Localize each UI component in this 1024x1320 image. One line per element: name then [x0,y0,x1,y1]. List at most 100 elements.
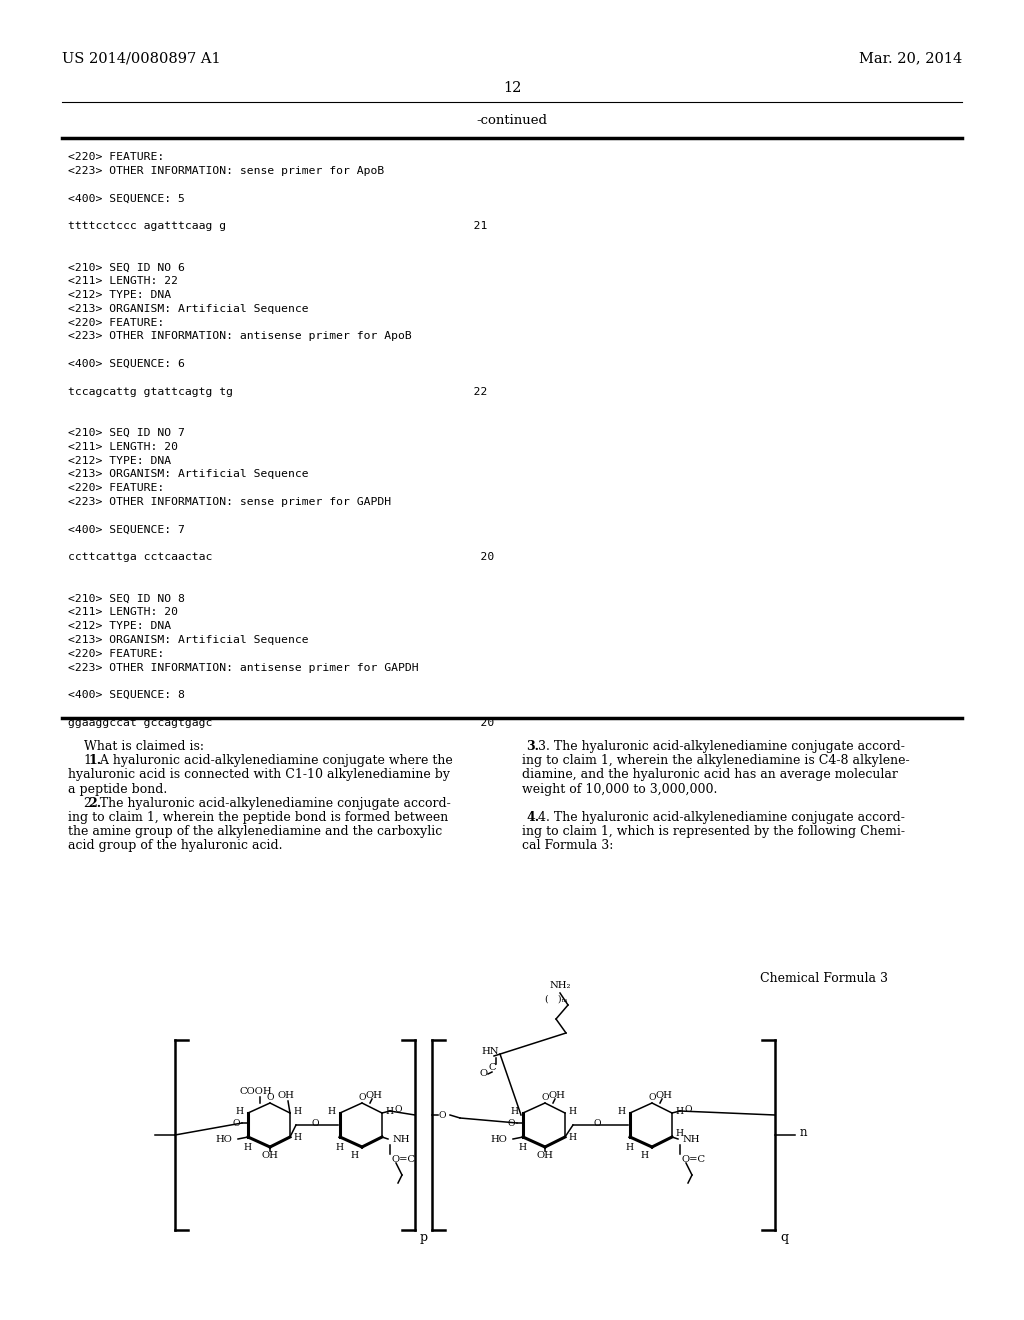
Text: 4.: 4. [526,810,539,824]
Text: H: H [386,1106,394,1115]
Text: O: O [438,1110,445,1119]
Text: NH: NH [682,1134,699,1143]
Text: ttttcctccc agatttcaag g                                    21: ttttcctccc agatttcaag g 21 [68,220,487,231]
Text: <223> OTHER INFORMATION: antisense primer for GAPDH: <223> OTHER INFORMATION: antisense prime… [68,663,419,673]
Text: <211> LENGTH: 22: <211> LENGTH: 22 [68,276,178,286]
Text: O: O [684,1105,692,1114]
Text: H: H [294,1133,302,1142]
Text: H: H [676,1129,684,1138]
Text: OH: OH [261,1151,279,1159]
Text: ( )ₘ: ( )ₘ [545,994,567,1003]
Text: O: O [358,1093,366,1101]
Text: COOH: COOH [240,1086,272,1096]
Text: ing to claim 1, which is represented by the following Chemi-: ing to claim 1, which is represented by … [522,825,905,838]
Text: HN: HN [481,1048,499,1056]
Text: diamine, and the hyaluronic acid has an average molecular: diamine, and the hyaluronic acid has an … [522,768,898,781]
Text: O: O [311,1118,318,1127]
Text: p: p [420,1232,428,1245]
Text: O: O [232,1118,240,1127]
Text: O=C: O=C [392,1155,416,1163]
Text: US 2014/0080897 A1: US 2014/0080897 A1 [62,51,220,65]
Text: H: H [328,1106,336,1115]
Text: <210> SEQ ID NO 6: <210> SEQ ID NO 6 [68,263,185,272]
Text: HO: HO [215,1134,232,1143]
Text: <212> TYPE: DNA: <212> TYPE: DNA [68,622,171,631]
Text: weight of 10,000 to 3,000,000.: weight of 10,000 to 3,000,000. [522,783,718,796]
Text: <223> OTHER INFORMATION: antisense primer for ApoB: <223> OTHER INFORMATION: antisense prime… [68,331,412,342]
Text: the amine group of the alkylenediamine and the carboxylic: the amine group of the alkylenediamine a… [68,825,442,838]
Text: O: O [648,1093,655,1101]
Text: H: H [617,1106,626,1115]
Text: <400> SEQUENCE: 7: <400> SEQUENCE: 7 [68,524,185,535]
Text: 3.: 3. [526,741,539,752]
Text: OH: OH [278,1090,295,1100]
Text: <210> SEQ ID NO 7: <210> SEQ ID NO 7 [68,428,185,438]
Text: OH: OH [537,1151,553,1159]
Text: <400> SEQUENCE: 8: <400> SEQUENCE: 8 [68,690,185,700]
Text: NH: NH [392,1134,410,1143]
Text: ccttcattga cctcaactac                                       20: ccttcattga cctcaactac 20 [68,552,495,562]
Text: <223> OTHER INFORMATION: sense primer for GAPDH: <223> OTHER INFORMATION: sense primer fo… [68,498,391,507]
Text: <212> TYPE: DNA: <212> TYPE: DNA [68,455,171,466]
Text: cal Formula 3:: cal Formula 3: [522,840,613,853]
Text: ing to claim 1, wherein the alkylenediamine is C4-8 alkylene-: ing to claim 1, wherein the alkylenediam… [522,754,909,767]
Text: HO: HO [490,1134,507,1143]
Text: 2.: 2. [88,797,101,809]
Text: H: H [569,1133,578,1142]
Text: O: O [394,1105,401,1114]
Text: Mar. 20, 2014: Mar. 20, 2014 [859,51,962,65]
Text: <210> SEQ ID NO 8: <210> SEQ ID NO 8 [68,594,185,603]
Text: 1.: 1. [88,754,101,767]
Text: <211> LENGTH: 20: <211> LENGTH: 20 [68,442,178,451]
Text: C: C [488,1064,496,1072]
Text: O: O [593,1118,601,1127]
Text: O: O [266,1093,273,1101]
Text: O: O [542,1093,549,1101]
Text: OH: OH [549,1090,565,1100]
Text: <220> FEATURE:: <220> FEATURE: [68,152,164,162]
Text: q: q [780,1232,788,1245]
Text: H: H [244,1143,252,1151]
Text: tccagcattg gtattcagtg tg                                   22: tccagcattg gtattcagtg tg 22 [68,387,487,396]
Text: <220> FEATURE:: <220> FEATURE: [68,649,164,659]
Text: n: n [800,1126,808,1139]
Text: Chemical Formula 3: Chemical Formula 3 [760,972,888,985]
Text: H: H [351,1151,359,1159]
Text: <400> SEQUENCE: 6: <400> SEQUENCE: 6 [68,359,185,370]
Text: acid group of the hyaluronic acid.: acid group of the hyaluronic acid. [68,840,283,853]
Text: ggaaggccat gccagtgagc                                       20: ggaaggccat gccagtgagc 20 [68,718,495,727]
Text: H: H [626,1143,634,1151]
Text: H: H [511,1106,519,1115]
Text: hyaluronic acid is connected with C1-10 alkylenediamine by: hyaluronic acid is connected with C1-10 … [68,768,450,781]
Text: O=C: O=C [682,1155,707,1163]
Text: a peptide bond.: a peptide bond. [68,783,167,796]
Text: H: H [569,1106,578,1115]
Text: H: H [519,1143,527,1151]
Text: H: H [294,1106,302,1115]
Text: 12: 12 [503,81,521,95]
Text: NH₂: NH₂ [549,981,570,990]
Text: 2. The hyaluronic acid-alkylenediamine conjugate accord-: 2. The hyaluronic acid-alkylenediamine c… [68,797,451,809]
Text: 4. The hyaluronic acid-alkylenediamine conjugate accord-: 4. The hyaluronic acid-alkylenediamine c… [522,810,905,824]
Text: <213> ORGANISM: Artificial Sequence: <213> ORGANISM: Artificial Sequence [68,470,308,479]
Text: OH: OH [366,1090,382,1100]
Text: <212> TYPE: DNA: <212> TYPE: DNA [68,290,171,300]
Text: <213> ORGANISM: Artificial Sequence: <213> ORGANISM: Artificial Sequence [68,635,308,645]
Text: 3. The hyaluronic acid-alkylenediamine conjugate accord-: 3. The hyaluronic acid-alkylenediamine c… [522,741,905,752]
Text: 1. A hyaluronic acid-alkylenediamine conjugate where the: 1. A hyaluronic acid-alkylenediamine con… [68,754,453,767]
Text: O: O [480,1069,488,1078]
Text: <220> FEATURE:: <220> FEATURE: [68,483,164,494]
Text: ing to claim 1, wherein the peptide bond is formed between: ing to claim 1, wherein the peptide bond… [68,810,449,824]
Text: <223> OTHER INFORMATION: sense primer for ApoB: <223> OTHER INFORMATION: sense primer fo… [68,166,384,176]
Text: What is claimed is:: What is claimed is: [68,741,204,752]
Text: <211> LENGTH: 20: <211> LENGTH: 20 [68,607,178,618]
Text: <220> FEATURE:: <220> FEATURE: [68,318,164,327]
Text: -continued: -continued [476,114,548,127]
Text: H: H [641,1151,649,1159]
Text: O: O [507,1118,515,1127]
Text: <400> SEQUENCE: 5: <400> SEQUENCE: 5 [68,194,185,203]
Text: OH: OH [655,1090,673,1100]
Text: H: H [236,1106,244,1115]
Text: H: H [676,1106,684,1115]
Text: <213> ORGANISM: Artificial Sequence: <213> ORGANISM: Artificial Sequence [68,304,308,314]
